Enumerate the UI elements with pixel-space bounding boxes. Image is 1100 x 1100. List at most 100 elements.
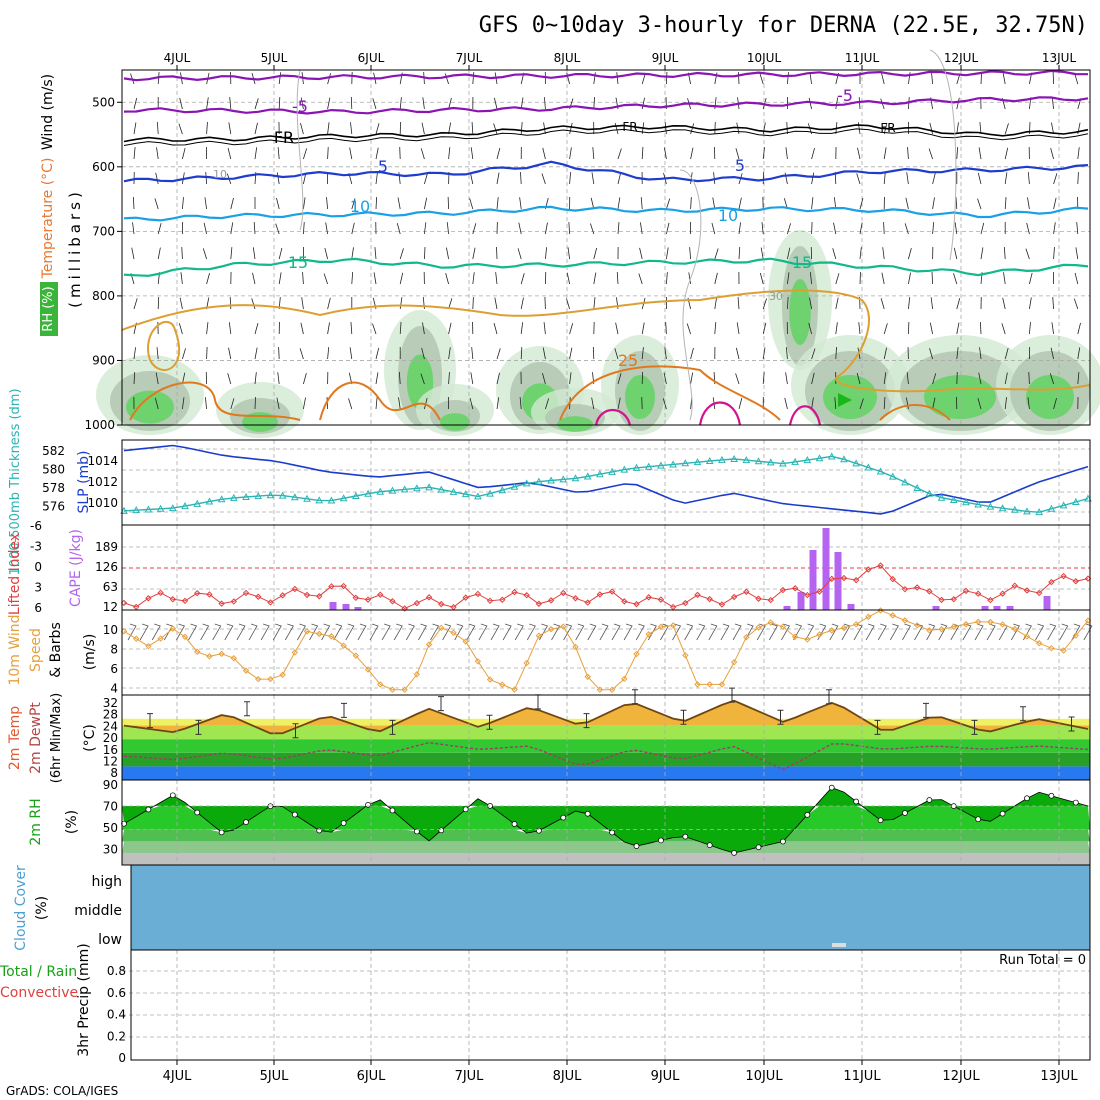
wind-barb — [350, 122, 353, 135]
cape-bar — [993, 606, 1001, 610]
series-point — [572, 595, 579, 602]
series-point — [779, 586, 787, 594]
minmax-bar — [389, 719, 396, 735]
wind-barb — [248, 623, 258, 641]
wind-barb — [978, 147, 982, 160]
wind-barb — [829, 623, 839, 641]
wind-barb — [617, 373, 622, 385]
minmax-bar — [486, 714, 493, 730]
minmax-bar — [147, 713, 153, 729]
wind-barb — [188, 623, 198, 641]
series-point — [364, 666, 372, 673]
series-point — [865, 613, 872, 621]
series-line — [123, 444, 1089, 515]
series-point — [168, 504, 177, 512]
wind-barb — [349, 147, 353, 160]
series-point — [718, 681, 726, 688]
wind-barb — [808, 322, 812, 335]
series-point — [339, 494, 348, 502]
wind-barb — [929, 122, 933, 135]
x-tick-label: 5JUL — [260, 1069, 290, 1084]
wind-barb — [738, 247, 741, 260]
series-point — [425, 594, 433, 601]
wind-barb — [300, 97, 304, 110]
wind-barb — [520, 273, 525, 285]
series-point — [462, 594, 469, 601]
cape-bar — [783, 606, 791, 610]
wind-barb — [326, 197, 328, 210]
wind-barb — [469, 397, 474, 410]
wind-barb — [1025, 248, 1030, 260]
y-tick-label: -6 — [30, 519, 42, 533]
x-tick-label: 10JUL — [745, 1069, 783, 1084]
wind-barb — [200, 623, 210, 641]
wind-barb — [883, 222, 885, 235]
y-axis-label: CAPE (J/kg) — [68, 529, 84, 607]
wind-barb — [1051, 322, 1054, 335]
wind-barb — [351, 198, 356, 210]
x-tick-label: 10JUL — [747, 51, 782, 65]
wind-barb — [977, 198, 982, 210]
series-point — [316, 593, 323, 600]
wind-barb — [616, 72, 619, 85]
wind-barb — [593, 272, 597, 285]
series-point — [889, 575, 896, 583]
y-axis-label: & Barbs — [48, 622, 64, 678]
series-point — [1024, 795, 1030, 802]
series-point — [536, 827, 542, 834]
wind-barb — [566, 272, 570, 285]
wind-barb — [375, 397, 378, 410]
wind-barb — [204, 397, 207, 410]
series-point — [450, 629, 457, 637]
wind-barb — [623, 623, 633, 641]
wind-barb — [543, 322, 546, 335]
wind-barb — [229, 97, 232, 110]
wind-barb — [230, 222, 234, 235]
wind-barb — [1004, 372, 1008, 385]
wind-barb — [182, 197, 184, 210]
wind-barb — [930, 297, 933, 310]
wind-barb — [811, 348, 816, 360]
legend-convective: Convective — [0, 985, 78, 1001]
series-point — [340, 820, 347, 826]
wind-barb — [1026, 222, 1030, 235]
wind-barb — [399, 297, 403, 310]
wind-barb — [276, 197, 280, 210]
wind-barb — [641, 347, 644, 360]
wind-barb — [857, 147, 861, 160]
series-point — [644, 462, 653, 470]
wind-barb — [372, 98, 377, 110]
wind-barb — [517, 248, 522, 260]
wind-barb — [1029, 322, 1031, 335]
wind-barb — [787, 272, 790, 285]
panel-frame — [121, 524, 1091, 611]
series-point — [340, 642, 347, 649]
series-point — [621, 675, 628, 683]
x-tick-label: 12JUL — [942, 1069, 980, 1084]
wind-barb — [156, 147, 159, 160]
series-point — [840, 574, 848, 582]
wind-barb — [932, 373, 937, 385]
series-point — [230, 655, 238, 662]
series-point — [279, 592, 286, 599]
series-point — [194, 589, 201, 597]
y-tick-label: 3 — [34, 581, 42, 595]
wind-barb — [227, 147, 232, 160]
wind-barb — [906, 172, 909, 185]
minmax-bar — [923, 702, 929, 718]
wind-barb — [180, 272, 183, 285]
wind-barb — [277, 147, 280, 160]
wind-barb — [520, 122, 523, 135]
wind-barb — [714, 272, 718, 285]
series-point — [791, 585, 799, 592]
wind-barb — [856, 173, 861, 185]
wind-barb — [978, 372, 982, 385]
wind-barb — [688, 272, 691, 285]
series-point — [1010, 505, 1019, 513]
wind-barb — [206, 122, 208, 135]
cape-bar — [822, 528, 830, 610]
wind-barb — [520, 347, 523, 360]
y-tick-label: 12 — [103, 600, 118, 614]
wind-barb — [569, 347, 573, 360]
wind-barb — [881, 272, 885, 285]
